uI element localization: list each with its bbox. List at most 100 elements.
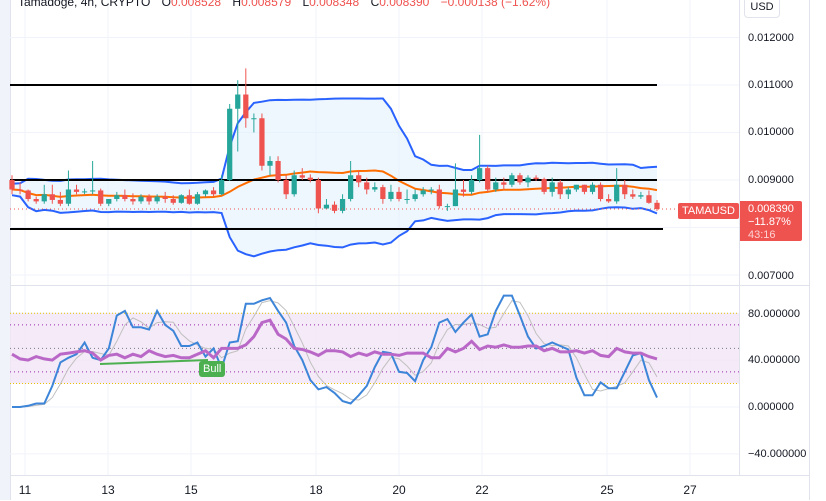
candle-body (331, 204, 338, 211)
left-toolbar-edge (0, 0, 11, 500)
candle-body (509, 175, 515, 185)
chart-legend-header: Tamadoge, 4h, CRYPTO O0.008528 H0.008579… (18, 0, 550, 9)
bollinger-lower (11, 194, 658, 258)
candle-body (493, 182, 499, 190)
candle-body (436, 189, 442, 207)
candle-body (638, 195, 644, 197)
candle-body (186, 195, 192, 204)
candle-body (49, 194, 55, 200)
rsi-line (11, 318, 658, 362)
rsi-tick: 80.000000 (748, 308, 800, 320)
candle-body (283, 180, 289, 195)
candle-body (210, 190, 217, 195)
last-price-label: 0.008390 −11.87% 43:16 (740, 201, 802, 241)
right-edge-panel (809, 0, 826, 500)
bollinger-basis (11, 169, 658, 199)
candle-body (267, 161, 273, 166)
high-value: 0.008579 (241, 0, 292, 9)
time-tick: 22 (475, 483, 489, 497)
rsi-tick: −40.000000 (748, 448, 807, 460)
time-tick: 25 (600, 483, 614, 497)
candle-body (533, 177, 539, 180)
last-price-value: 0.008390 (748, 203, 794, 215)
candle-body (404, 199, 410, 200)
time-axis[interactable] (10, 475, 810, 501)
candle-body (581, 184, 588, 192)
candle-body (170, 199, 176, 203)
candle-body (477, 168, 483, 180)
price-tick: 0.012000 (748, 32, 794, 44)
candle-body (9, 180, 15, 190)
candle-body (372, 187, 378, 190)
candle-body (227, 108, 233, 180)
candle-body (630, 194, 636, 197)
candle-body (162, 196, 168, 199)
time-tick: 20 (392, 483, 406, 497)
bull-divergence-tag: Bull (199, 361, 226, 377)
candle-body (573, 184, 579, 190)
currency-button[interactable]: USD (744, 0, 780, 18)
candle-body (444, 206, 450, 208)
candle-body (468, 180, 475, 192)
close-value: 0.008390 (379, 0, 430, 9)
candle-body (57, 199, 63, 204)
candle-body (557, 182, 563, 195)
candle-body (130, 199, 136, 202)
candle-body (259, 118, 265, 166)
candle-body (154, 196, 160, 202)
rsi-tick: 0.000000 (748, 401, 794, 413)
candle-body (517, 175, 523, 183)
candle-body (219, 180, 225, 195)
candle-body (565, 189, 571, 195)
candle-body (541, 179, 547, 192)
candle-body (460, 189, 467, 192)
candle-body (485, 168, 491, 190)
candle-body (33, 199, 39, 202)
candle-body (606, 199, 612, 202)
low-value: 0.008348 (309, 0, 360, 9)
candle-body (622, 184, 628, 195)
candle-body (388, 191, 394, 199)
change-value: −0.000138 (−1.62%) (440, 0, 551, 9)
bar-countdown: 43:16 (748, 229, 776, 241)
candle-body (138, 196, 144, 202)
pane-separator[interactable] (10, 285, 809, 286)
stoch-d-line (12, 300, 658, 408)
candle-body (428, 189, 434, 191)
candle-body (323, 204, 330, 209)
candle-body (356, 175, 362, 183)
candle-body (339, 199, 346, 211)
rsi-tick: 40.000000 (748, 354, 800, 366)
candle-body (549, 182, 555, 192)
candle-body (146, 196, 152, 202)
open-label: O (161, 0, 171, 9)
price-axis[interactable] (739, 0, 810, 475)
candle-body (243, 94, 249, 119)
candle-body (202, 190, 209, 195)
time-tick: 13 (101, 483, 115, 497)
close-label: C (370, 0, 380, 9)
candle-body (235, 94, 241, 109)
time-tick: 18 (309, 483, 323, 497)
candle-body (396, 191, 402, 199)
candle-body (291, 175, 297, 195)
last-price-change: −11.87% (748, 216, 791, 228)
candle-body (106, 199, 112, 204)
candle-body (81, 191, 88, 193)
candle-body (525, 177, 531, 183)
symbol-price-tag: TAMAUSD (678, 203, 739, 219)
candle-body (452, 189, 459, 207)
candle-body (90, 190, 96, 192)
low-label: L (302, 0, 310, 9)
candle-body (73, 189, 80, 192)
candle-body (315, 180, 321, 209)
candle-body (17, 189, 23, 191)
candle-body (501, 182, 507, 185)
candle-body (589, 184, 596, 192)
candle-body (380, 187, 386, 199)
candle-body (348, 175, 354, 199)
candle-body (251, 118, 257, 120)
price-tick: 0.010000 (748, 126, 794, 138)
time-tick: 15 (184, 483, 198, 497)
